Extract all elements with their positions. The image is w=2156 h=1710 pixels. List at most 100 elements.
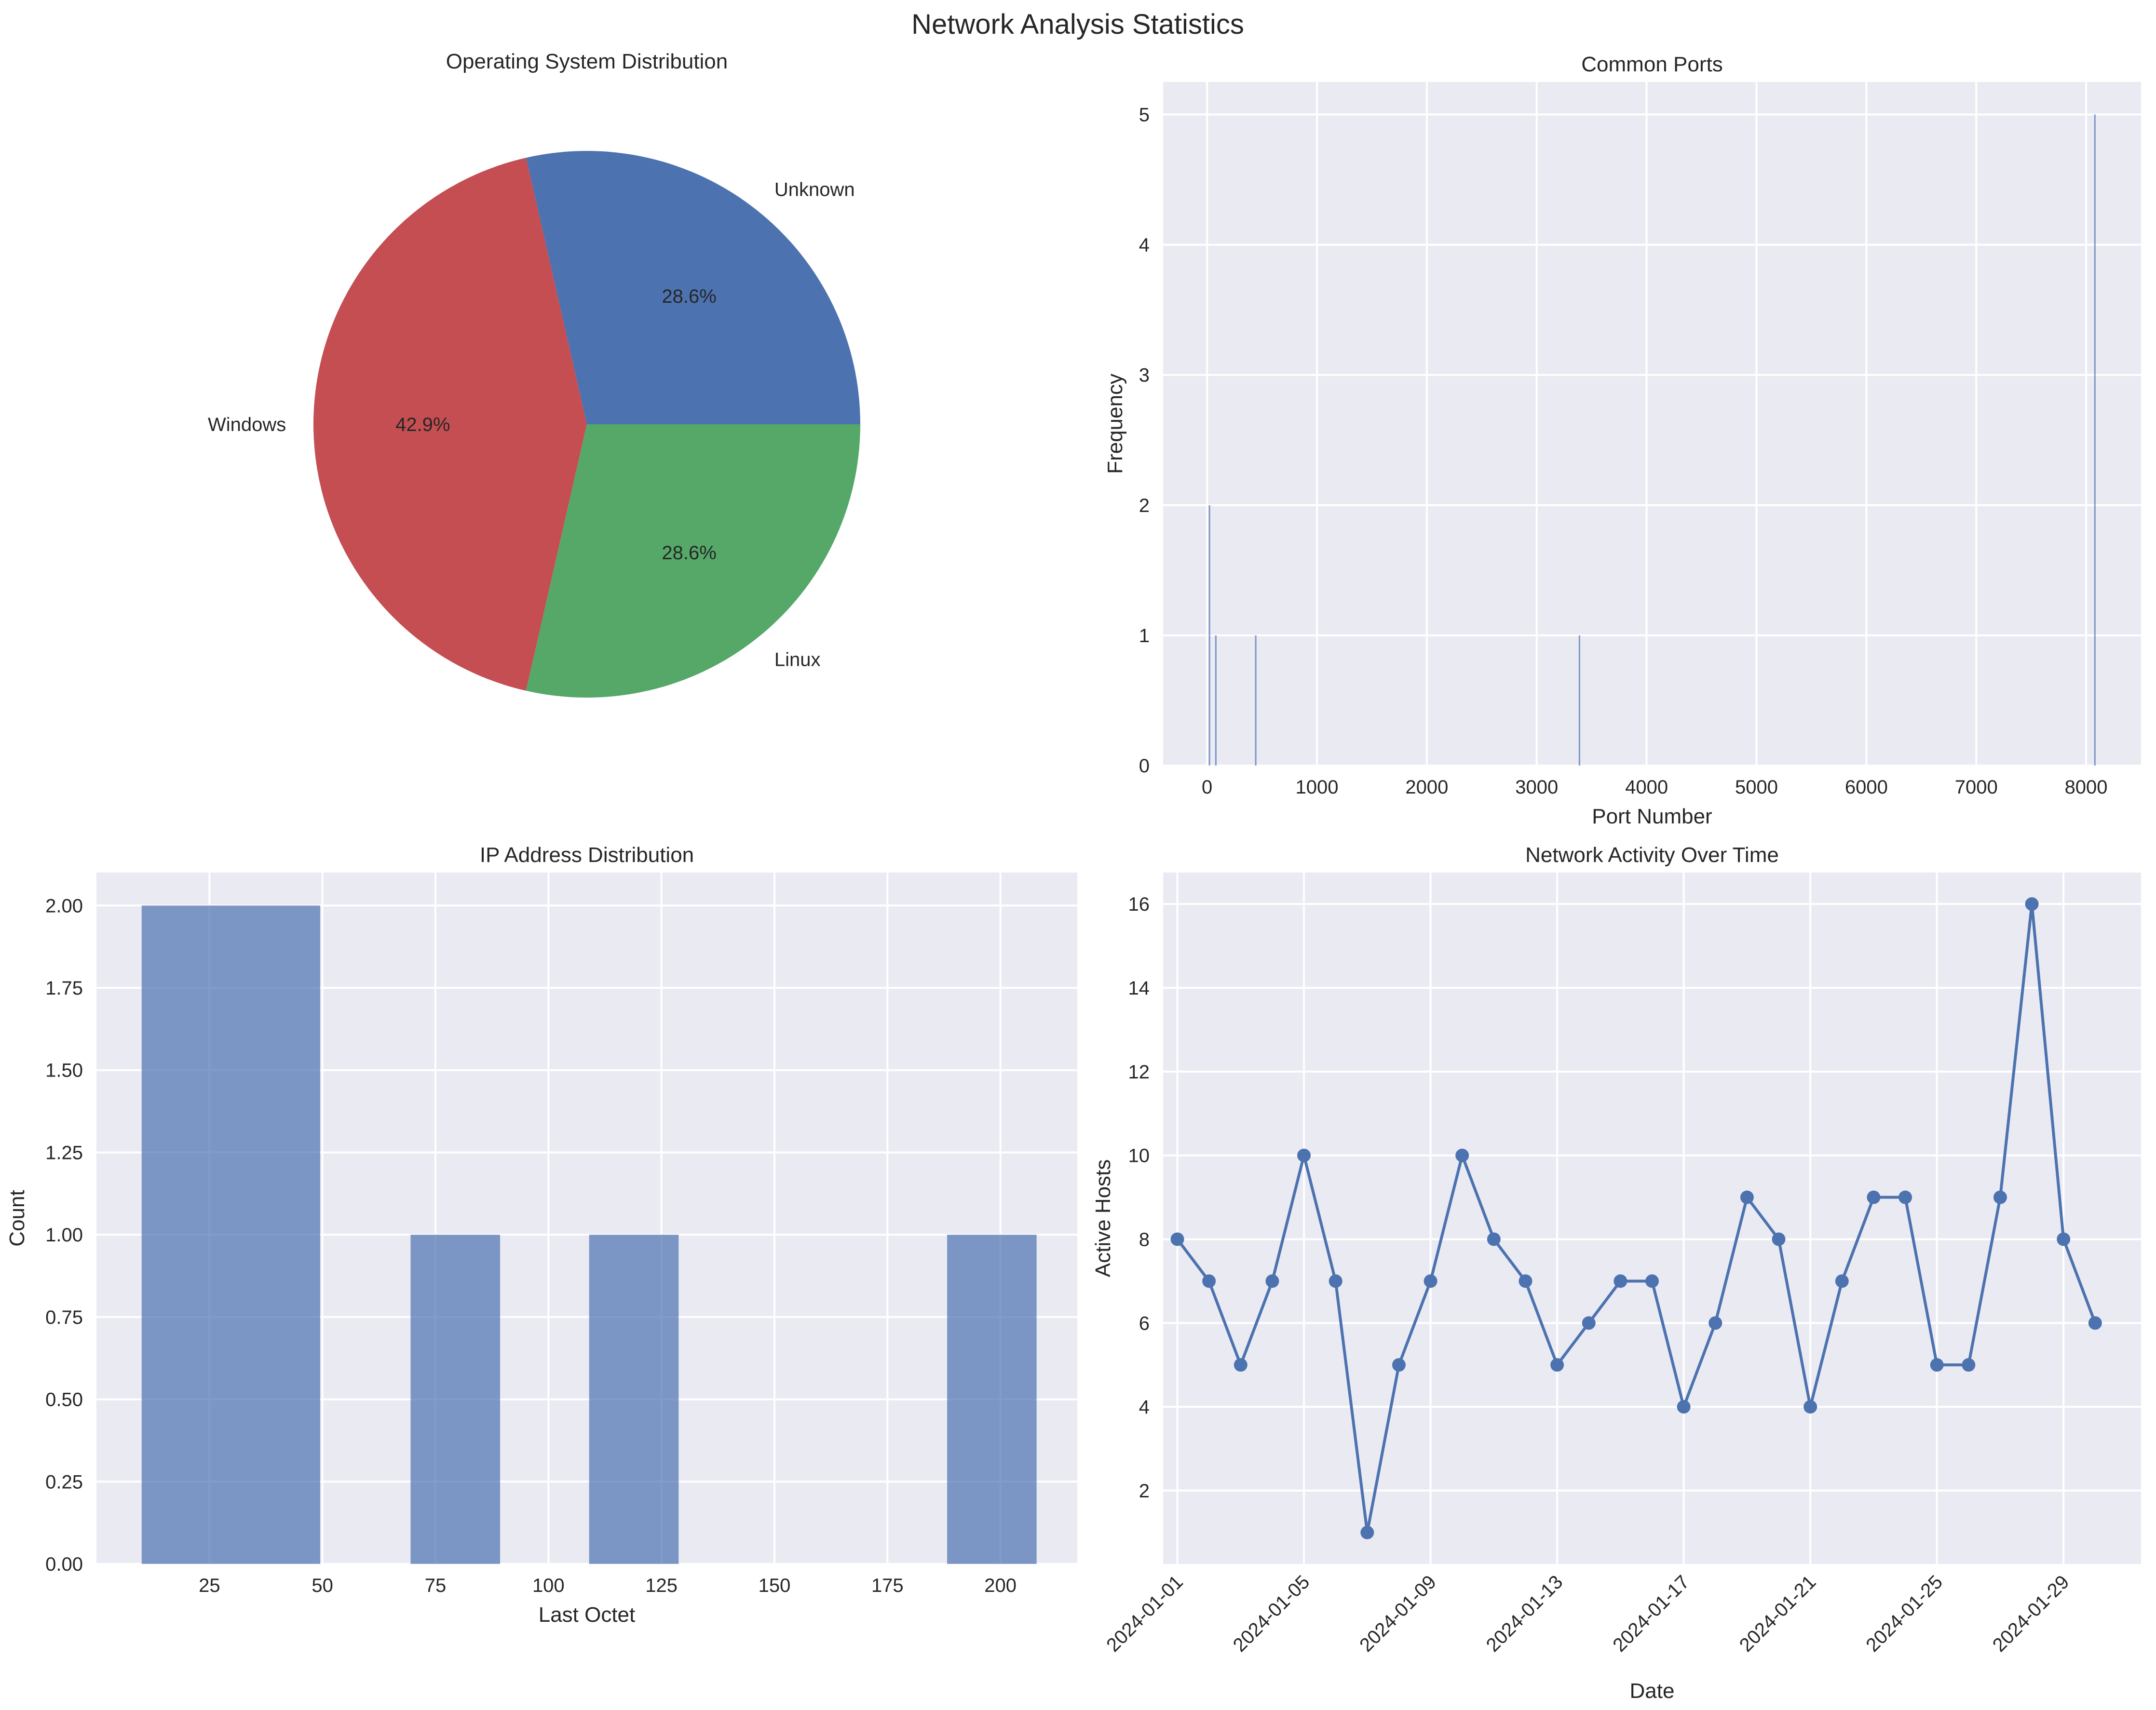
y-tick-label: 1.50 [45,1060,83,1081]
y-axis-label: Count [5,1190,29,1246]
activity-point [1614,1274,1627,1288]
x-tick-label: 150 [759,1575,791,1596]
activity-point [1867,1190,1881,1204]
x-tick-label: 0 [1202,777,1212,798]
y-tick-label: 12 [1128,1062,1150,1083]
axes-background [1163,873,2141,1564]
activity-point [1835,1274,1849,1288]
y-tick-label: 1.00 [45,1225,83,1246]
port-bar [1578,635,1580,766]
activity-point [1550,1358,1564,1372]
y-tick-label: 0 [1139,755,1150,777]
activity-point [1645,1274,1659,1288]
pie-slice [313,158,587,691]
activity-point [2025,897,2039,911]
x-tick-label: 1000 [1296,777,1339,798]
x-tick-label: 2000 [1405,777,1448,798]
y-tick-label: 2 [1139,1481,1150,1502]
activity-point [1962,1358,1976,1372]
histogram-bar [410,1235,501,1564]
activity-point [1677,1400,1691,1414]
chart-title: IP Address Distribution [480,843,694,867]
y-tick-label: 4 [1139,1397,1150,1418]
x-axis-label: Date [1630,1679,1675,1703]
activity-point [1392,1358,1406,1372]
chart-title: Network Activity Over Time [1525,843,1779,867]
y-tick-label: 2.00 [45,895,83,916]
axes-background [1163,82,2141,766]
y-tick-label: 1 [1139,625,1150,646]
x-tick-label: 2024-01-29 [1989,1571,2074,1656]
x-tick-label: 2024-01-13 [1482,1571,1567,1656]
activity-point [1487,1232,1501,1246]
x-tick-label: 5000 [1735,777,1778,798]
port-bar [1215,635,1217,766]
y-tick-label: 1.75 [45,978,83,999]
x-axis-label: Port Number [1592,805,1712,828]
x-tick-label: 2024-01-25 [1862,1571,1947,1656]
x-tick-label: 100 [532,1575,565,1596]
x-tick-label: 2024-01-01 [1102,1571,1187,1656]
y-tick-label: 0.25 [45,1471,83,1493]
ip-histogram-chart: IP Address Distribution 25 50 75 100 125 150 17… [5,843,1077,1627]
activity-point [1709,1316,1722,1330]
y-tick-label: 3 [1139,365,1150,386]
chart-title: Operating System Distribution [446,50,728,73]
pie-percent-label: 28.6% [662,286,716,307]
x-tick-label: 200 [984,1575,1017,1596]
figure-title: Network Analysis Statistics [911,9,1244,40]
y-tick-label: 5 [1139,105,1150,126]
pie-percent-label: 28.6% [662,542,716,564]
x-tick-label: 7000 [1955,777,1998,798]
y-tick-label: 4 [1139,235,1150,256]
port-bar [1255,635,1257,766]
activity-point [1234,1358,1247,1372]
y-tick-label: 14 [1128,978,1150,999]
pie-slice [526,424,860,698]
y-tick-label: 10 [1128,1145,1150,1167]
pie-label: Windows [208,414,286,435]
ports-bar-chart: Common Ports 0 1000 2000 3000 4000 5000 6000 700… [1103,53,2141,828]
y-axis-label: Frequency [1103,374,1127,474]
x-tick-label: 2024-01-17 [1609,1571,1694,1656]
activity-line-chart: Network Activity Over Time 2024-01-01 2024… [1091,843,2141,1703]
x-tick-label: 8000 [2065,777,2108,798]
y-axis-label: Active Hosts [1091,1159,1115,1278]
y-tick-label: 6 [1139,1313,1150,1334]
y-tick-label: 0.75 [45,1307,83,1328]
y-tick-label: 0.50 [45,1389,83,1411]
histogram-bar [947,1235,1037,1564]
y-tick-label: 16 [1128,894,1150,915]
activity-point [1202,1274,1216,1288]
y-tick-label: 2 [1139,495,1150,516]
x-tick-label: 75 [425,1575,447,1596]
os-pie-chart: Operating System Distribution Unknown 28.6… [208,50,860,698]
x-tick-label: 2024-01-21 [1736,1571,1820,1656]
activity-point [1360,1525,1374,1539]
activity-point [1993,1190,2007,1204]
activity-point [1455,1148,1469,1162]
pie-percent-label: 42.9% [395,414,450,435]
activity-point [1424,1274,1437,1288]
histogram-bar [141,905,320,1564]
activity-point [1740,1190,1754,1204]
x-tick-label: 125 [645,1575,678,1596]
activity-point [1898,1190,1912,1204]
x-tick-label: 4000 [1625,777,1668,798]
activity-point [1803,1400,1817,1414]
activity-point [2088,1316,2102,1330]
y-tick-label: 1.25 [45,1142,83,1163]
pie-label: Unknown [774,179,855,200]
histogram-bar [589,1235,679,1564]
port-bar [2094,114,2096,766]
chart-title: Common Ports [1581,53,1722,76]
activity-point [1329,1274,1342,1288]
activity-point [1297,1148,1311,1162]
activity-point [1582,1316,1596,1330]
x-tick-label: 175 [871,1575,904,1596]
activity-point [1265,1274,1279,1288]
x-tick-label: 3000 [1515,777,1558,798]
x-tick-label: 6000 [1845,777,1888,798]
